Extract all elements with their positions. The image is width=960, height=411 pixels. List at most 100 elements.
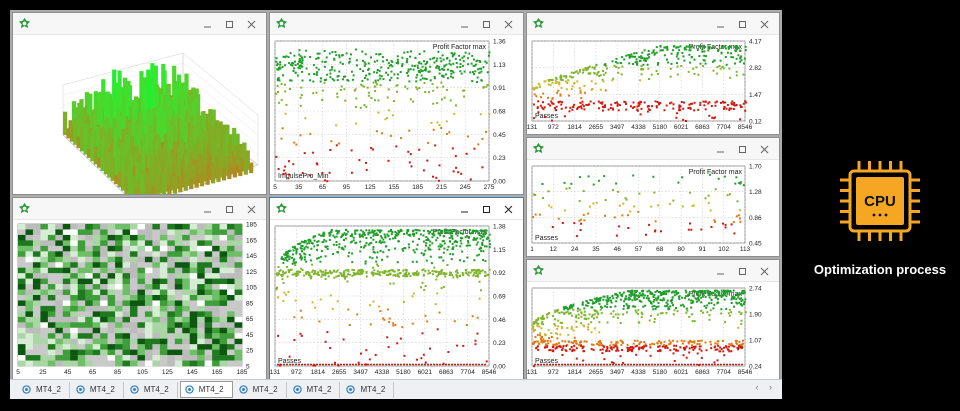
window-titlebar[interactable] <box>270 198 523 220</box>
data-point <box>685 45 688 48</box>
close-icon[interactable] <box>497 13 519 35</box>
data-point <box>423 252 426 255</box>
minimize-icon[interactable] <box>196 13 218 35</box>
tab-5[interactable]: MT4_2 <box>235 381 287 398</box>
optimization-3d-window[interactable] <box>12 12 267 195</box>
window-titlebar[interactable] <box>527 13 779 35</box>
data-point <box>370 96 373 99</box>
window-titlebar[interactable] <box>527 260 779 282</box>
minimize-icon[interactable] <box>453 13 475 35</box>
passes-small-window[interactable]: 1 12 24 35 46 57 68 80 91 102 113 1.70 1.28 0.86 0.45 P… <box>526 137 780 257</box>
heatmap-cell <box>92 234 101 241</box>
x-tick-label: 2655 <box>589 124 604 131</box>
data-point <box>381 271 384 274</box>
data-point <box>741 346 744 349</box>
close-icon[interactable] <box>753 13 775 35</box>
data-point <box>737 346 740 349</box>
data-point <box>575 70 578 73</box>
tab-1[interactable]: MT4_2 <box>18 381 70 398</box>
window-titlebar[interactable] <box>13 198 266 220</box>
data-point <box>438 311 441 314</box>
data-point <box>630 291 633 294</box>
close-icon[interactable] <box>240 198 262 220</box>
data-point <box>735 301 738 304</box>
data-point <box>582 213 585 216</box>
data-point <box>450 75 452 78</box>
data-point <box>560 325 563 328</box>
heatmap-window[interactable]: 5 25 45 65 85 105 125 145 165 185 185 165 145 125 105 8… <box>12 197 267 380</box>
data-point <box>583 310 586 313</box>
data-point <box>557 319 560 322</box>
data-point <box>617 66 620 69</box>
data-point <box>281 278 284 281</box>
minimize-icon[interactable] <box>709 260 731 282</box>
data-point <box>392 322 395 325</box>
data-point <box>283 253 286 256</box>
data-point <box>374 272 377 275</box>
maximize-icon[interactable] <box>218 13 240 35</box>
heatmap-cell <box>159 305 168 312</box>
data-point <box>717 344 720 347</box>
tab-2[interactable]: MT4_2 <box>72 381 124 398</box>
data-point <box>587 328 590 331</box>
maximize-icon[interactable] <box>218 198 240 220</box>
heatmap-cell <box>115 251 123 258</box>
maximize-icon[interactable] <box>731 260 753 282</box>
data-point <box>409 55 412 58</box>
data-point <box>550 206 553 209</box>
passes-top-window[interactable]: 131 972 1814 2655 3497 4338 5180 6021 6863 7704 85… <box>526 12 780 135</box>
minimize-icon[interactable] <box>196 198 218 220</box>
window-titlebar[interactable] <box>13 13 266 35</box>
heatmap-cell <box>25 284 34 290</box>
maximize-icon[interactable] <box>475 13 497 35</box>
close-icon[interactable] <box>753 260 775 282</box>
tab-3[interactable]: MT4_2 <box>126 381 178 398</box>
close-icon[interactable] <box>497 198 519 220</box>
heatmap-cell <box>189 234 198 241</box>
window-titlebar[interactable] <box>270 13 523 35</box>
tab-6[interactable]: MT4_2 <box>289 381 341 398</box>
heatmap-cell <box>197 267 205 274</box>
data-point <box>373 60 376 63</box>
heatmap-cell <box>219 360 228 367</box>
data-point <box>296 74 299 77</box>
minimize-icon[interactable] <box>709 138 731 160</box>
scatter-param-window[interactable]: 5 35 65 95 125 155 185 215 245 275 1.36 1.13 0.91 0.6… <box>269 12 524 195</box>
surface-bar <box>141 145 146 177</box>
data-point <box>313 245 316 248</box>
data-point <box>367 67 370 70</box>
tab-4[interactable]: MT4_2 <box>179 381 233 398</box>
heatmap-cell <box>100 327 108 334</box>
window-titlebar[interactable] <box>527 138 779 160</box>
data-point <box>278 101 281 104</box>
data-point <box>288 271 291 274</box>
data-point <box>735 215 738 218</box>
heatmap-cell <box>47 262 56 268</box>
data-point <box>572 342 574 345</box>
data-point <box>344 234 347 236</box>
passes-bottom-window[interactable]: 131 972 1814 2655 3497 4338 5180 6021 6863 7704 85… <box>526 259 780 380</box>
passes-center-window[interactable]: 131 972 1814 2655 3497 4338 5180 6021 6863 7704 85… <box>269 197 524 380</box>
maximize-icon[interactable] <box>731 13 753 35</box>
heatmap-cell <box>137 327 146 334</box>
data-point <box>657 297 660 300</box>
data-point <box>605 64 608 67</box>
minimize-icon[interactable] <box>709 13 731 35</box>
heatmap-cell <box>227 349 235 356</box>
maximize-icon[interactable] <box>475 198 497 220</box>
close-icon[interactable] <box>240 13 262 35</box>
tab-scroll-arrows[interactable]: ‹ › <box>755 382 776 392</box>
data-point <box>704 108 707 111</box>
data-point <box>611 189 614 192</box>
data-point <box>725 295 728 298</box>
data-point <box>728 314 731 317</box>
data-point <box>462 228 465 231</box>
maximize-icon[interactable] <box>731 138 753 160</box>
data-point <box>354 106 357 108</box>
close-icon[interactable] <box>753 138 775 160</box>
tab-7[interactable]: MT4_2 <box>342 381 395 398</box>
data-point <box>581 103 584 106</box>
data-point <box>364 262 367 265</box>
heatmap-cell <box>197 234 205 241</box>
minimize-icon[interactable] <box>453 198 475 220</box>
